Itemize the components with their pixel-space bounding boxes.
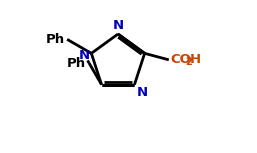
Text: Ph: Ph xyxy=(46,33,65,46)
Text: 2: 2 xyxy=(185,57,191,67)
Text: CO: CO xyxy=(171,53,192,66)
Text: N: N xyxy=(113,19,124,32)
Text: N: N xyxy=(136,86,148,99)
Text: Ph: Ph xyxy=(66,57,86,70)
Text: H: H xyxy=(190,53,201,66)
Text: N: N xyxy=(79,49,90,62)
